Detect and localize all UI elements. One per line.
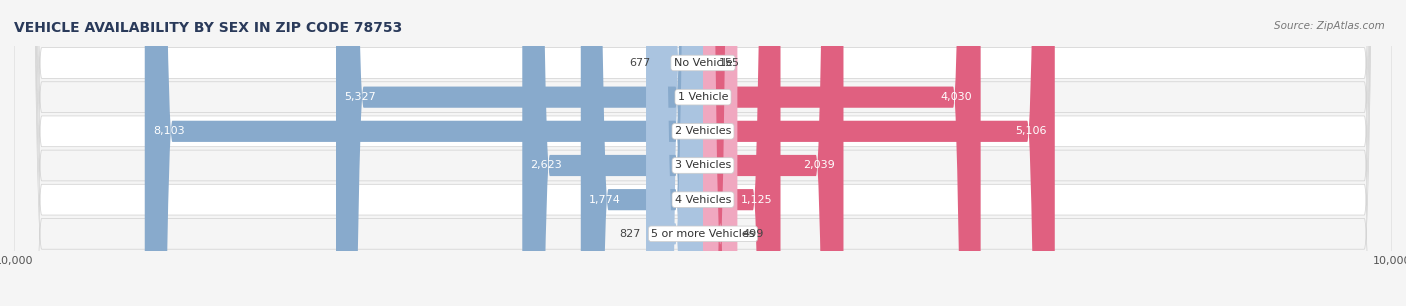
- FancyBboxPatch shape: [703, 0, 714, 306]
- FancyBboxPatch shape: [703, 0, 844, 306]
- FancyBboxPatch shape: [645, 0, 703, 306]
- Text: No Vehicle: No Vehicle: [673, 58, 733, 68]
- Text: 4,030: 4,030: [941, 92, 973, 102]
- FancyBboxPatch shape: [14, 0, 1392, 306]
- FancyBboxPatch shape: [14, 0, 1392, 306]
- Text: Source: ZipAtlas.com: Source: ZipAtlas.com: [1274, 21, 1385, 32]
- Legend: Male, Female: Male, Female: [644, 304, 762, 306]
- Text: 1,774: 1,774: [589, 195, 621, 205]
- FancyBboxPatch shape: [703, 0, 737, 306]
- FancyBboxPatch shape: [522, 0, 703, 306]
- Text: 3 Vehicles: 3 Vehicles: [675, 160, 731, 170]
- FancyBboxPatch shape: [703, 0, 780, 306]
- FancyBboxPatch shape: [14, 0, 1392, 306]
- Text: 5,106: 5,106: [1015, 126, 1046, 136]
- FancyBboxPatch shape: [581, 0, 703, 306]
- Text: 677: 677: [630, 58, 651, 68]
- Text: 499: 499: [742, 229, 765, 239]
- FancyBboxPatch shape: [145, 0, 703, 306]
- Text: 2 Vehicles: 2 Vehicles: [675, 126, 731, 136]
- Text: 2,039: 2,039: [803, 160, 835, 170]
- Text: 8,103: 8,103: [153, 126, 184, 136]
- FancyBboxPatch shape: [14, 0, 1392, 306]
- FancyBboxPatch shape: [703, 0, 980, 306]
- Text: VEHICLE AVAILABILITY BY SEX IN ZIP CODE 78753: VEHICLE AVAILABILITY BY SEX IN ZIP CODE …: [14, 21, 402, 35]
- FancyBboxPatch shape: [657, 0, 703, 306]
- Text: 827: 827: [619, 229, 641, 239]
- Text: 1,125: 1,125: [741, 195, 772, 205]
- Text: 1 Vehicle: 1 Vehicle: [678, 92, 728, 102]
- Text: 155: 155: [720, 58, 740, 68]
- Text: 5,327: 5,327: [344, 92, 375, 102]
- FancyBboxPatch shape: [336, 0, 703, 306]
- FancyBboxPatch shape: [14, 0, 1392, 306]
- FancyBboxPatch shape: [703, 0, 1054, 306]
- Text: 5 or more Vehicles: 5 or more Vehicles: [651, 229, 755, 239]
- Text: 4 Vehicles: 4 Vehicles: [675, 195, 731, 205]
- Text: 2,623: 2,623: [530, 160, 562, 170]
- FancyBboxPatch shape: [14, 0, 1392, 306]
